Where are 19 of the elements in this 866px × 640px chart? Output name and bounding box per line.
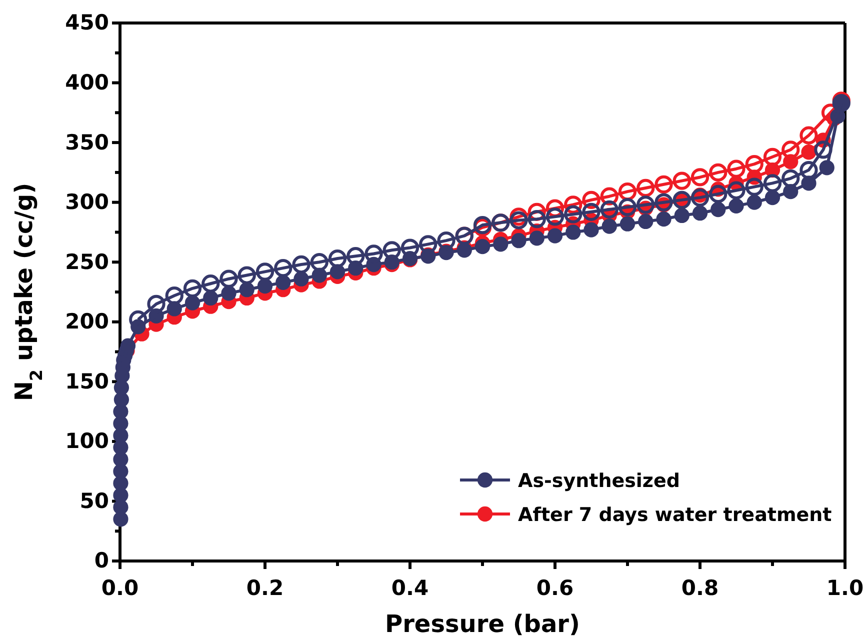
x-tick-label: 0.8 (681, 576, 719, 600)
x-tick-label: 0.2 (246, 576, 284, 600)
y-tick-label: 150 (65, 369, 109, 394)
y-tick-label: 400 (65, 70, 109, 94)
y-tick-label: 300 (65, 190, 109, 214)
x-tick-label: 0.0 (101, 576, 139, 600)
y-tick-label: 350 (65, 130, 109, 154)
x-tick-label: 1.0 (826, 576, 864, 600)
legend-label: After 7 days water treatment (518, 504, 832, 526)
y-tick-label: 200 (65, 310, 109, 334)
legend-label: As-synthesized (518, 470, 680, 492)
y-tick-label: 250 (65, 250, 109, 274)
x-tick-label: 0.6 (536, 576, 574, 600)
y-tick-label: 0 (94, 548, 109, 573)
x-tick-label: 0.4 (391, 576, 429, 600)
y-tick-label: 450 (65, 10, 109, 35)
x-axis-title: Pressure (bar) (385, 610, 580, 638)
y-tick-label: 100 (65, 429, 109, 454)
y-tick-label: 50 (80, 488, 109, 513)
